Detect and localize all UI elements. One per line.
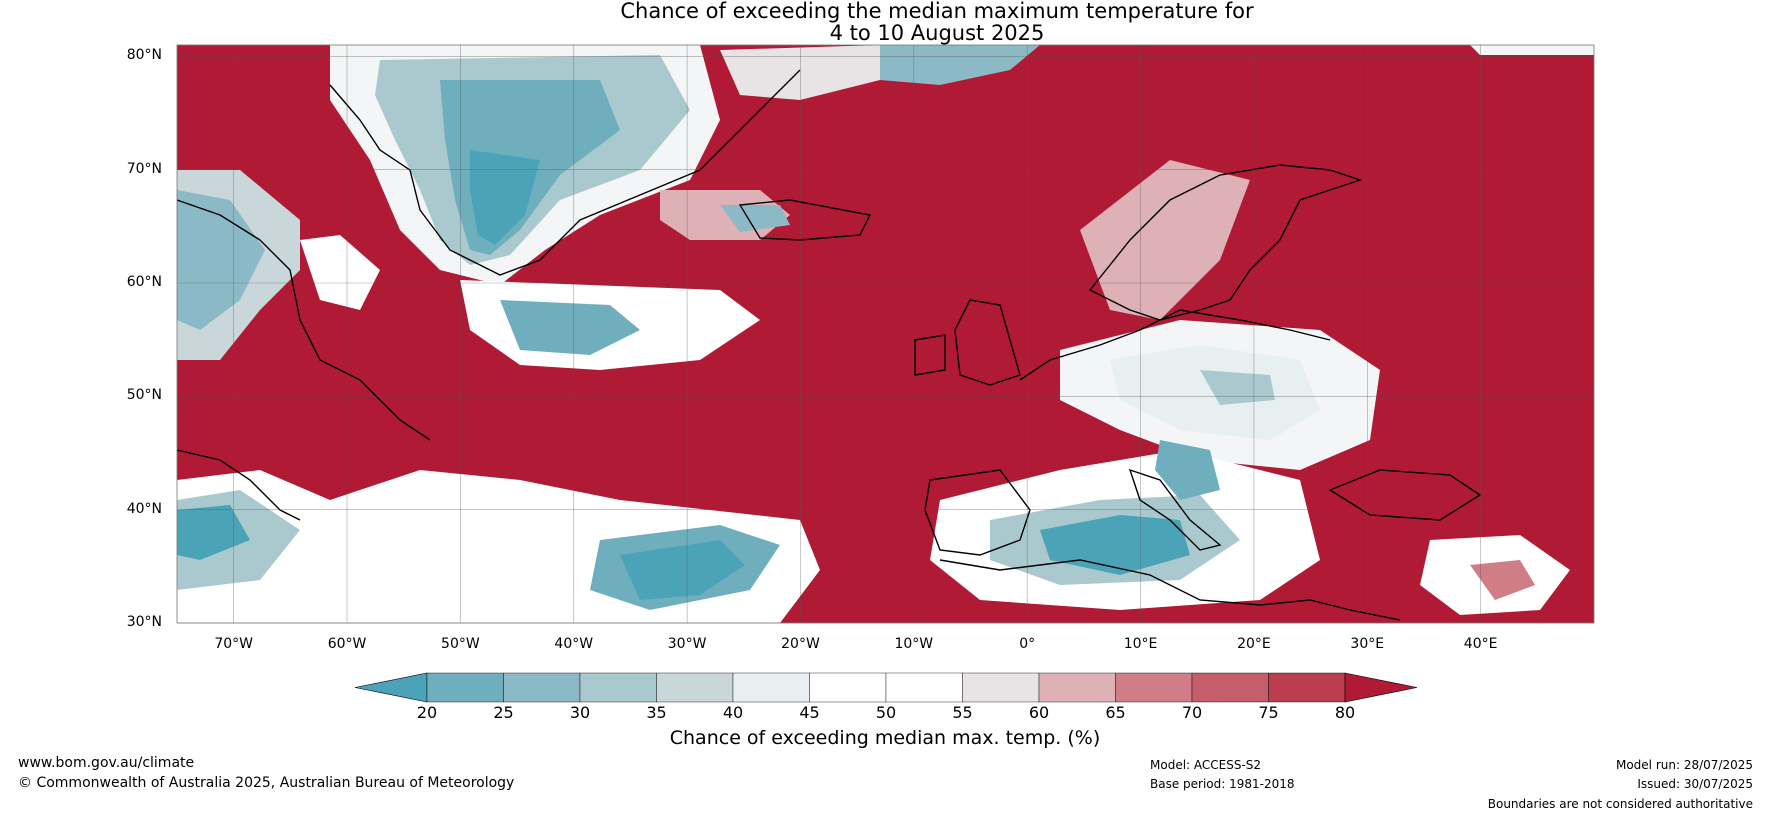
colorbar-segment xyxy=(579,672,657,703)
lon-tick-label: 20°E xyxy=(1237,636,1271,652)
colorbar-arrow-high xyxy=(1344,672,1418,703)
region-midatlantic-teal xyxy=(500,300,640,355)
colorbar-segment xyxy=(1268,672,1346,703)
graticule xyxy=(177,45,1594,624)
coast-ireland xyxy=(914,334,946,376)
colorbar-label: Chance of exceeding median max. temp. (%… xyxy=(669,727,1101,749)
lon-tick-label: 70°W xyxy=(214,636,253,652)
region-denmark-strait xyxy=(720,205,790,232)
colorbar xyxy=(354,672,1418,703)
colorbar-tick-label: 45 xyxy=(799,703,820,722)
lon-tick-label: 40°E xyxy=(1463,636,1498,652)
region-mideast-pink xyxy=(1470,560,1535,600)
coast-iberia xyxy=(924,469,1031,556)
colorbar-tick-label: 70 xyxy=(1181,703,1203,722)
issued-text: Issued: 30/07/2025 xyxy=(1637,777,1753,791)
coast-canada xyxy=(177,199,431,441)
coast-greenland xyxy=(329,69,801,276)
region-labrador-white xyxy=(300,235,380,310)
map-frame xyxy=(176,44,1595,624)
colorbar-segment xyxy=(885,672,963,703)
region-arctic-ne xyxy=(1470,45,1594,55)
forecast-map xyxy=(176,44,1595,624)
colorbar-tick-label: 55 xyxy=(952,703,973,722)
colorbar-tick-label: 20 xyxy=(416,703,438,722)
colorbar-tick-label: 30 xyxy=(569,703,591,722)
region-greenland-deep xyxy=(470,150,540,245)
lon-tick-label: 30°W xyxy=(667,636,707,652)
lon-tick-label: 20°W xyxy=(781,636,820,652)
lat-tick-label: 80°N xyxy=(126,47,162,64)
disclaimer-text: Boundaries are not considered authoritat… xyxy=(1487,797,1753,811)
chart-title-line2: 4 to 10 August 2025 xyxy=(829,21,1045,45)
coast-black-sea xyxy=(1328,469,1482,521)
colorbar-segment xyxy=(1191,672,1269,703)
region-arctic-north xyxy=(880,45,1040,85)
colorbar-tick-label: 40 xyxy=(722,703,744,722)
lon-tick-label: 10°W xyxy=(894,636,934,652)
colorbar-tick-label: 75 xyxy=(1258,703,1279,722)
region-arctic-north-edge xyxy=(720,45,880,100)
coast-north-africa xyxy=(939,559,1401,621)
colorbar-segment xyxy=(503,672,581,703)
colorbar-segment xyxy=(1115,672,1193,703)
base-period-text: Base period: 1981-2018 xyxy=(1150,777,1295,791)
coast-us-east xyxy=(177,449,301,521)
coast-europe xyxy=(1019,309,1331,381)
colorbar-segment xyxy=(426,672,504,703)
coast-iceland xyxy=(738,199,872,241)
region-sw-teal xyxy=(177,505,250,560)
colorbar-tick-label: 60 xyxy=(1028,703,1050,722)
lat-tick-label: 40°N xyxy=(126,500,162,517)
lon-tick-label: 10°E xyxy=(1123,636,1158,652)
model-run-text: Model run: 28/07/2025 xyxy=(1615,758,1753,772)
colorbar-tick-label: 65 xyxy=(1105,703,1126,722)
coast-britain xyxy=(954,299,1021,386)
coast-italy xyxy=(1128,468,1222,551)
coast-scandinavia xyxy=(1088,164,1363,321)
region-azores-deep xyxy=(620,540,745,600)
lon-tick-label: 40°W xyxy=(554,636,594,652)
lon-tick-label: 0° xyxy=(1019,636,1036,652)
chart-title-line1: Chance of exceeding the median maximum t… xyxy=(620,0,1254,23)
colorbar-tick-label: 50 xyxy=(875,703,897,722)
colorbar-segment xyxy=(732,672,810,703)
lon-tick-label: 30°E xyxy=(1350,636,1385,652)
lat-tick-label: 50°N xyxy=(126,387,162,404)
region-canada-teal xyxy=(177,190,265,330)
colorbar-tick-label: 25 xyxy=(493,703,514,722)
lat-tick-label: 70°N xyxy=(126,160,162,177)
lat-tick-label: 60°N xyxy=(126,274,162,290)
lon-tick-label: 50°W xyxy=(441,636,480,652)
lon-tick-label: 60°W xyxy=(327,636,367,652)
model-text: Model: ACCESS-S2 xyxy=(1150,758,1262,772)
lat-tick-label: 30°N xyxy=(126,614,162,630)
region-adriatic-teal xyxy=(1155,440,1220,500)
colorbar-tick-label: 80 xyxy=(1334,703,1356,722)
colorbar-arrow-low xyxy=(354,672,428,703)
website-text: www.bom.gov.au/climate xyxy=(18,755,195,771)
colorbar-segment xyxy=(656,672,734,703)
colorbar-segment xyxy=(962,672,1040,703)
colorbar-tick-label: 35 xyxy=(646,703,667,722)
region-scandinavia xyxy=(1080,160,1250,320)
colorbar-segment xyxy=(1038,672,1116,703)
colorbar-segment xyxy=(809,672,887,703)
copyright-text: © Commonwealth of Australia 2025, Austra… xyxy=(18,775,515,791)
